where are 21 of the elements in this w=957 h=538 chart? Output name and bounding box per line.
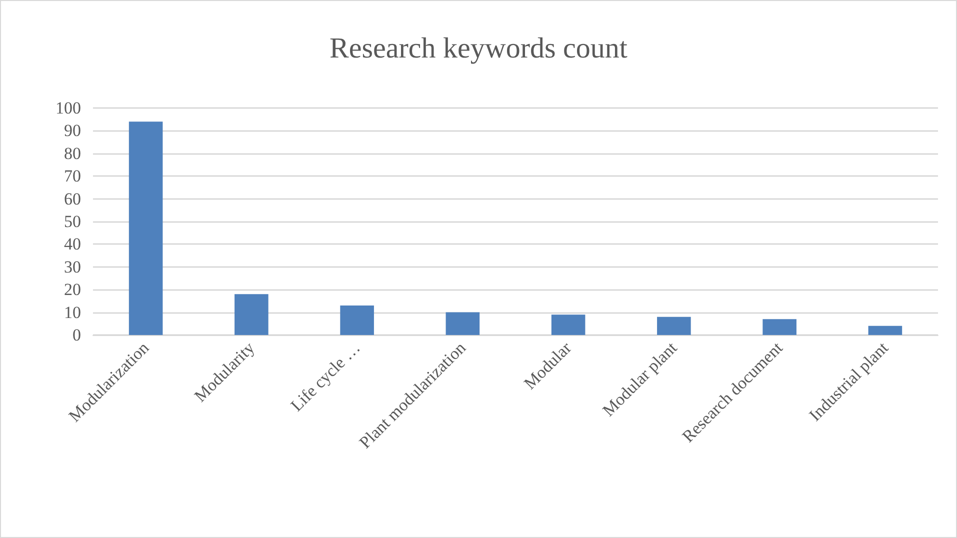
y-tick-label: 70 [64,166,81,186]
y-tick-label: 30 [64,257,81,276]
bar [128,122,163,335]
y-tick-label: 40 [64,234,81,254]
y-tick-label: 80 [64,144,81,163]
bar [762,319,796,335]
y-tick-label: 10 [64,302,81,322]
bar [657,316,691,335]
x-tick-label: Life cycle … [286,338,364,416]
chart-title: Research keywords count [330,32,628,64]
bar [234,294,268,335]
bar [551,314,586,335]
y-tick-label: 0 [72,326,81,344]
bar [868,326,902,335]
y-tick-label: 100 [56,98,81,118]
y-tick-label: 90 [64,121,81,140]
y-tick-label: 50 [64,212,81,231]
y-tick-label: 20 [64,280,81,300]
y-tick-label: 60 [64,189,81,208]
bar [446,312,480,335]
bar [340,305,374,335]
